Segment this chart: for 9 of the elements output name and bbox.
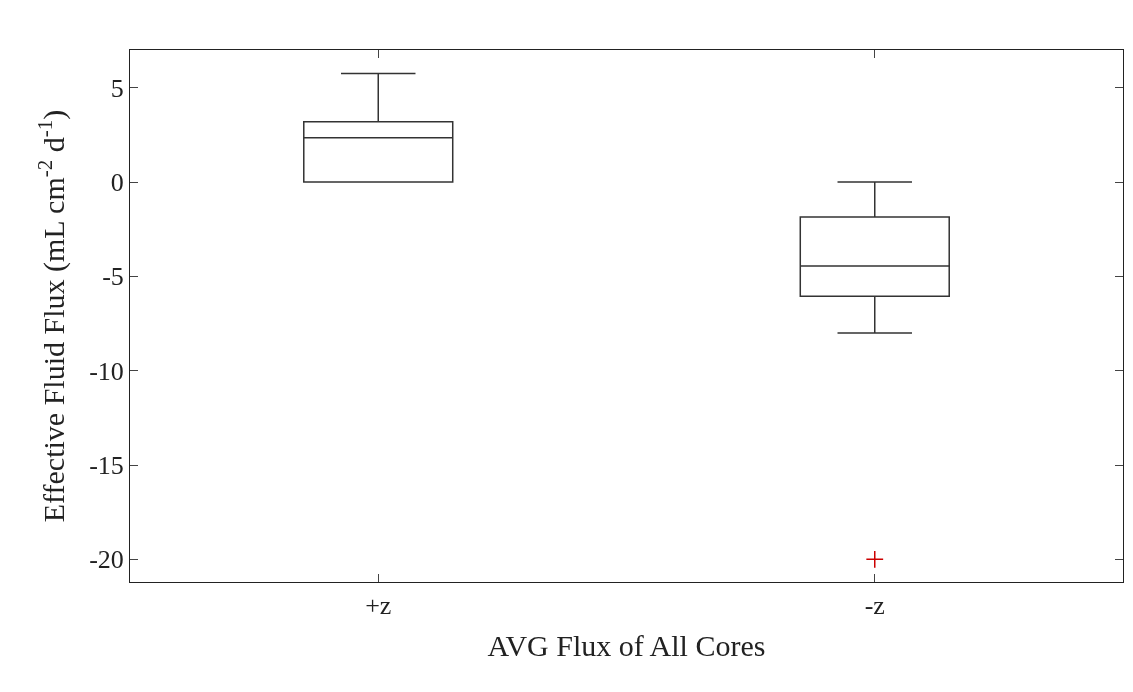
y-tick-label: -10 bbox=[89, 356, 124, 386]
y-tick-label: 5 bbox=[110, 73, 124, 103]
x-tick-label: -z bbox=[864, 591, 885, 621]
y-tick-label: -20 bbox=[89, 545, 124, 575]
y-tick-label: -15 bbox=[89, 451, 124, 481]
y-tick-label: 0 bbox=[110, 168, 124, 198]
y-tick-label: -5 bbox=[102, 262, 124, 292]
x-tick-label: +z bbox=[365, 591, 392, 621]
x-axis-title: AVG Flux of All Cores bbox=[487, 628, 766, 662]
